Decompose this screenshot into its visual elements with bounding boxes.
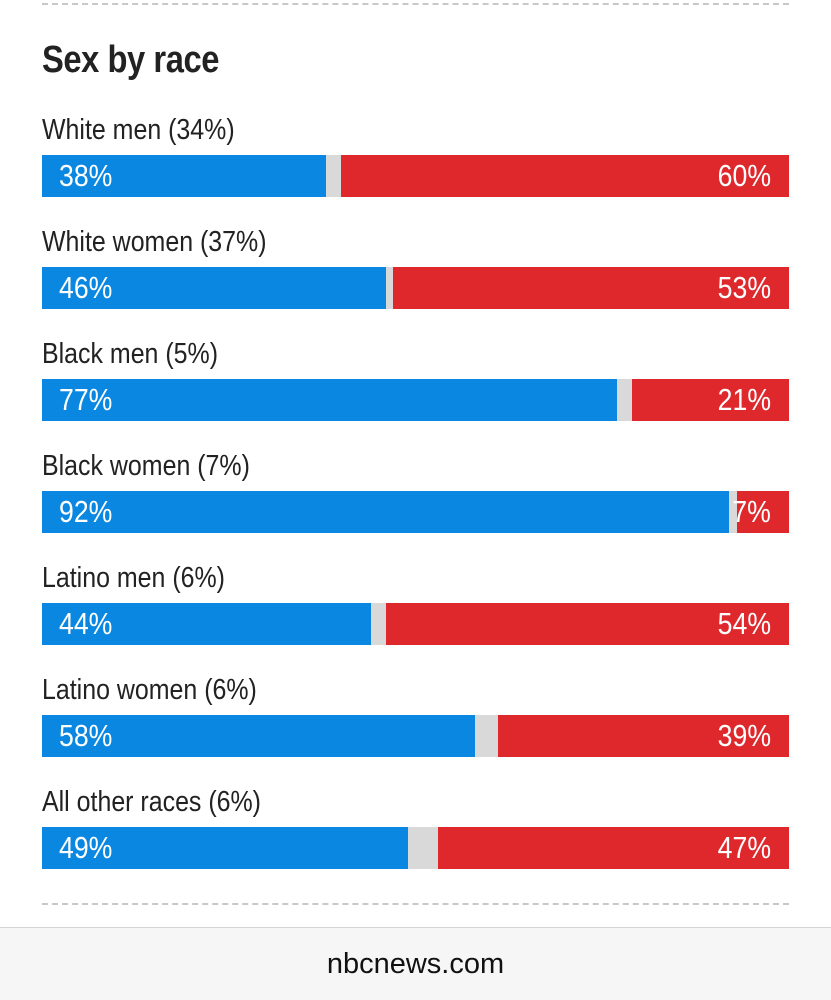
- category-label: Black men (5%): [42, 338, 219, 370]
- rep-value-label: 47%: [717, 830, 771, 865]
- bar-row: White women (37%) 46% 53%: [42, 225, 789, 325]
- dem-value-label: 58%: [59, 718, 113, 753]
- rep-value-label: 7%: [732, 494, 771, 529]
- chart-title: Sex by race: [42, 39, 219, 81]
- bar-row: White men (34%) 38% 60%: [42, 113, 789, 213]
- bar-track: 58% 39%: [42, 715, 789, 757]
- category-label: Latino men (6%): [42, 562, 225, 594]
- dem-bar-segment: [42, 715, 476, 757]
- bar-track: 38% 60%: [42, 155, 789, 197]
- rep-bar-segment: [736, 491, 789, 533]
- bar-row: Black men (5%) 77% 21%: [42, 337, 789, 437]
- top-dashed-divider: [42, 3, 789, 5]
- rep-value-label: 21%: [717, 382, 771, 417]
- bar-track: 44% 54%: [42, 603, 789, 645]
- source-credit: nbcnews.com: [326, 948, 505, 980]
- dem-bar-segment: [42, 603, 371, 645]
- dem-value-label: 77%: [59, 382, 113, 417]
- bar-track: 49% 47%: [42, 827, 789, 869]
- bar-row: Latino men (6%) 44% 54%: [42, 561, 789, 661]
- category-label: All other races (6%): [42, 786, 262, 818]
- rep-bar-segment: [393, 267, 789, 309]
- bar-row: Latino women (6%) 58% 39%: [42, 673, 789, 773]
- bar-track: 77% 21%: [42, 379, 789, 421]
- dem-bar-segment: [42, 267, 386, 309]
- dem-bar-segment: [42, 491, 730, 533]
- footer: nbcnews.com: [0, 927, 831, 1000]
- bar-track: 46% 53%: [42, 267, 789, 309]
- rep-value-label: 60%: [717, 158, 771, 193]
- category-label: White men (34%): [42, 114, 235, 146]
- dem-bar-segment: [42, 379, 618, 421]
- category-label: Latino women (6%): [42, 674, 257, 706]
- rep-value-label: 54%: [717, 606, 771, 641]
- bottom-dashed-divider: [42, 903, 789, 905]
- rep-bar-segment: [497, 715, 789, 757]
- rep-bar-segment: [632, 379, 789, 421]
- bar-track: 92% 7%: [42, 491, 789, 533]
- rep-value-label: 39%: [717, 718, 771, 753]
- rep-value-label: 53%: [717, 270, 771, 305]
- bar-row: Black women (7%) 92% 7%: [42, 449, 789, 549]
- category-label: Black women (7%): [42, 450, 250, 482]
- category-label: White women (37%): [42, 226, 267, 258]
- dem-value-label: 92%: [59, 494, 113, 529]
- dem-value-label: 38%: [59, 158, 113, 193]
- dem-value-label: 44%: [59, 606, 113, 641]
- bar-row: All other races (6%) 49% 47%: [42, 785, 789, 885]
- rep-bar-segment: [340, 155, 789, 197]
- dem-bar-segment: [42, 155, 326, 197]
- dem-value-label: 46%: [59, 270, 113, 305]
- rep-bar-segment: [437, 827, 789, 869]
- rep-bar-segment: [385, 603, 789, 645]
- dem-value-label: 49%: [59, 830, 113, 865]
- dem-bar-segment: [42, 827, 409, 869]
